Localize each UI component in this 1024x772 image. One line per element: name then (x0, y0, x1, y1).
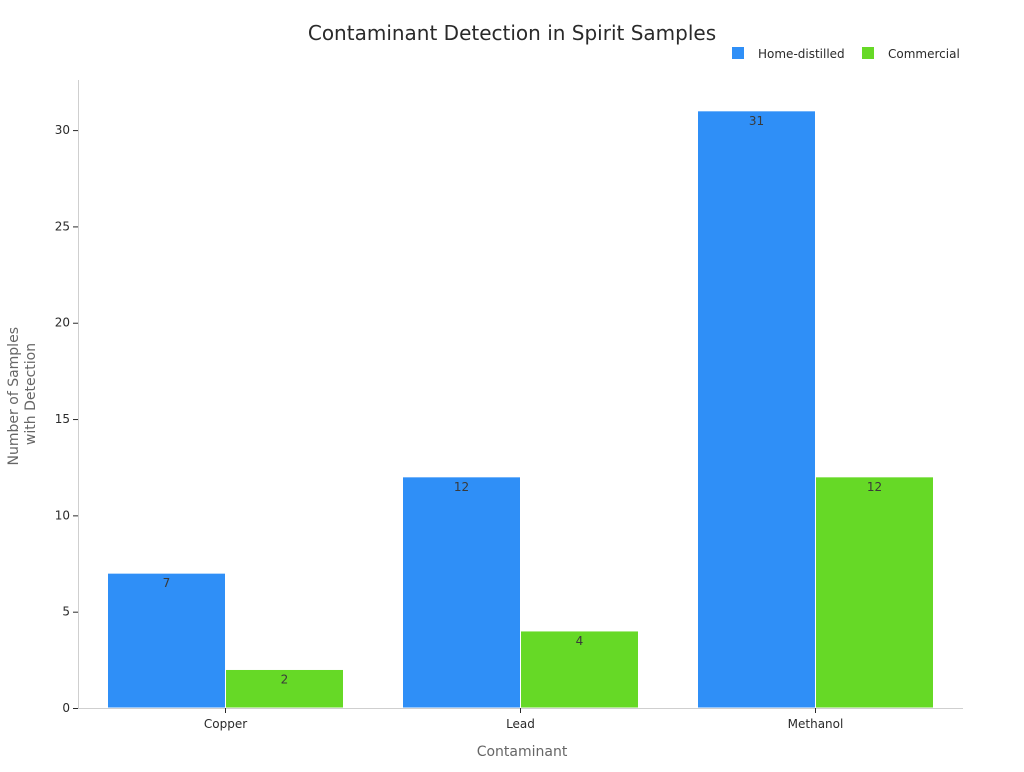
x-axis-ticks: Copper Lead Methanol (204, 708, 843, 731)
legend-label-home-distilled: Home-distilled (758, 47, 845, 61)
bar-home-distilled-copper (107, 572, 226, 709)
x-tick-label-methanol: Methanol (788, 717, 844, 731)
y-axis-ticks: 0 5 10 15 20 25 30 (55, 123, 78, 715)
data-label-home-distilled-methanol: 31 (749, 114, 764, 128)
y-axis-label-line-1: Number of Samples (6, 327, 22, 465)
bar-home-distilled-methanol (697, 110, 816, 709)
bar-home-distilled-lead (402, 476, 521, 709)
x-tick-label-lead: Lead (506, 717, 535, 731)
data-label-commercial-copper: 2 (281, 672, 289, 686)
x-tick-label-copper: Copper (204, 717, 247, 731)
y-tick-label-25: 25 (55, 219, 70, 233)
data-label-home-distilled-copper: 7 (163, 576, 171, 590)
data-label-home-distilled-lead: 12 (454, 480, 469, 494)
y-tick-label-5: 5 (62, 605, 70, 619)
legend-swatch-commercial (862, 47, 874, 59)
y-tick-label-15: 15 (55, 412, 70, 426)
y-tick-label-10: 10 (55, 508, 70, 522)
y-tick-label-30: 30 (55, 123, 70, 137)
y-tick-label-20: 20 (55, 316, 70, 330)
y-axis-label: Number of Samples with Detection (6, 323, 39, 466)
bar-commercial-lead (520, 630, 639, 709)
data-label-commercial-methanol: 12 (867, 480, 882, 494)
chart-title: Contaminant Detection in Spirit Samples (308, 21, 716, 45)
y-tick-label-0: 0 (62, 701, 70, 715)
data-label-commercial-lead: 4 (576, 634, 584, 648)
data-labels-group: 7 2 12 4 31 12 (163, 114, 882, 687)
legend-label-commercial: Commercial (888, 47, 960, 61)
bars-group (107, 110, 934, 709)
x-axis-label: Contaminant (477, 744, 568, 760)
y-axis-label-line-2: with Detection (23, 343, 39, 445)
legend-swatch-home-distilled (732, 47, 744, 59)
legend: Home-distilled Commercial (732, 47, 960, 61)
bar-commercial-methanol (815, 476, 934, 709)
bar-commercial-copper (225, 668, 344, 709)
